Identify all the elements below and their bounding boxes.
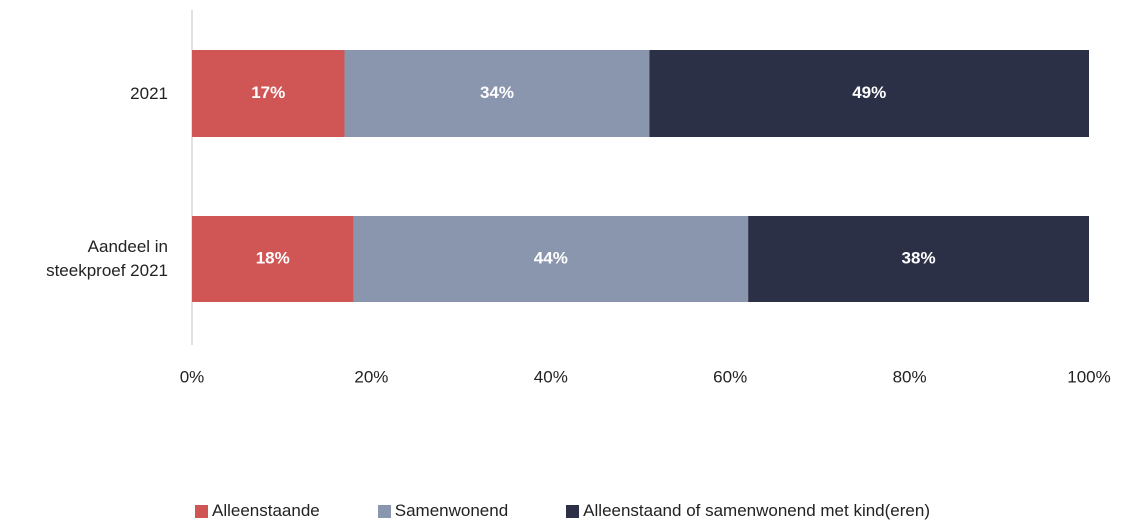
legend-swatch [194, 504, 208, 518]
bar-segment [344, 50, 650, 137]
value-label: 18% [256, 248, 290, 267]
bar-segment [192, 50, 345, 137]
x-tick-label: 20% [354, 367, 388, 386]
legend-swatch [566, 504, 580, 518]
bar-segment [353, 216, 749, 302]
legend-label: Alleenstaande [211, 501, 320, 520]
legend-swatch [377, 504, 391, 518]
legend-item: Samenwonend [377, 501, 509, 521]
value-label: 38% [902, 248, 936, 267]
bar-segment [192, 216, 354, 302]
value-label: 49% [852, 83, 886, 102]
x-tick-label: 80% [893, 367, 927, 386]
value-label: 44% [534, 248, 568, 267]
legend-label: Samenwonend [394, 501, 509, 520]
bar-segment [748, 216, 1089, 302]
value-label: 17% [251, 83, 285, 102]
value-label: 34% [480, 83, 514, 102]
category-label: Aandeel in steekproef 2021 [46, 237, 168, 280]
bar-segment [649, 50, 1089, 137]
x-tick-label: 0% [180, 367, 205, 386]
legend-item: Alleenstaande [194, 501, 320, 521]
x-tick-label: 40% [534, 367, 568, 386]
category-label: 2021 [130, 83, 168, 103]
x-tick-label: 100% [1067, 367, 1110, 386]
x-tick-label: 60% [713, 367, 747, 386]
legend: Alleenstaande Samenwonend Alleenstaand of … [0, 501, 1125, 521]
legend-item: Alleenstaand of samenwonend met kind(ere… [566, 501, 930, 521]
legend-label: Alleenstaand of samenwonend met kind(ere… [583, 501, 930, 520]
